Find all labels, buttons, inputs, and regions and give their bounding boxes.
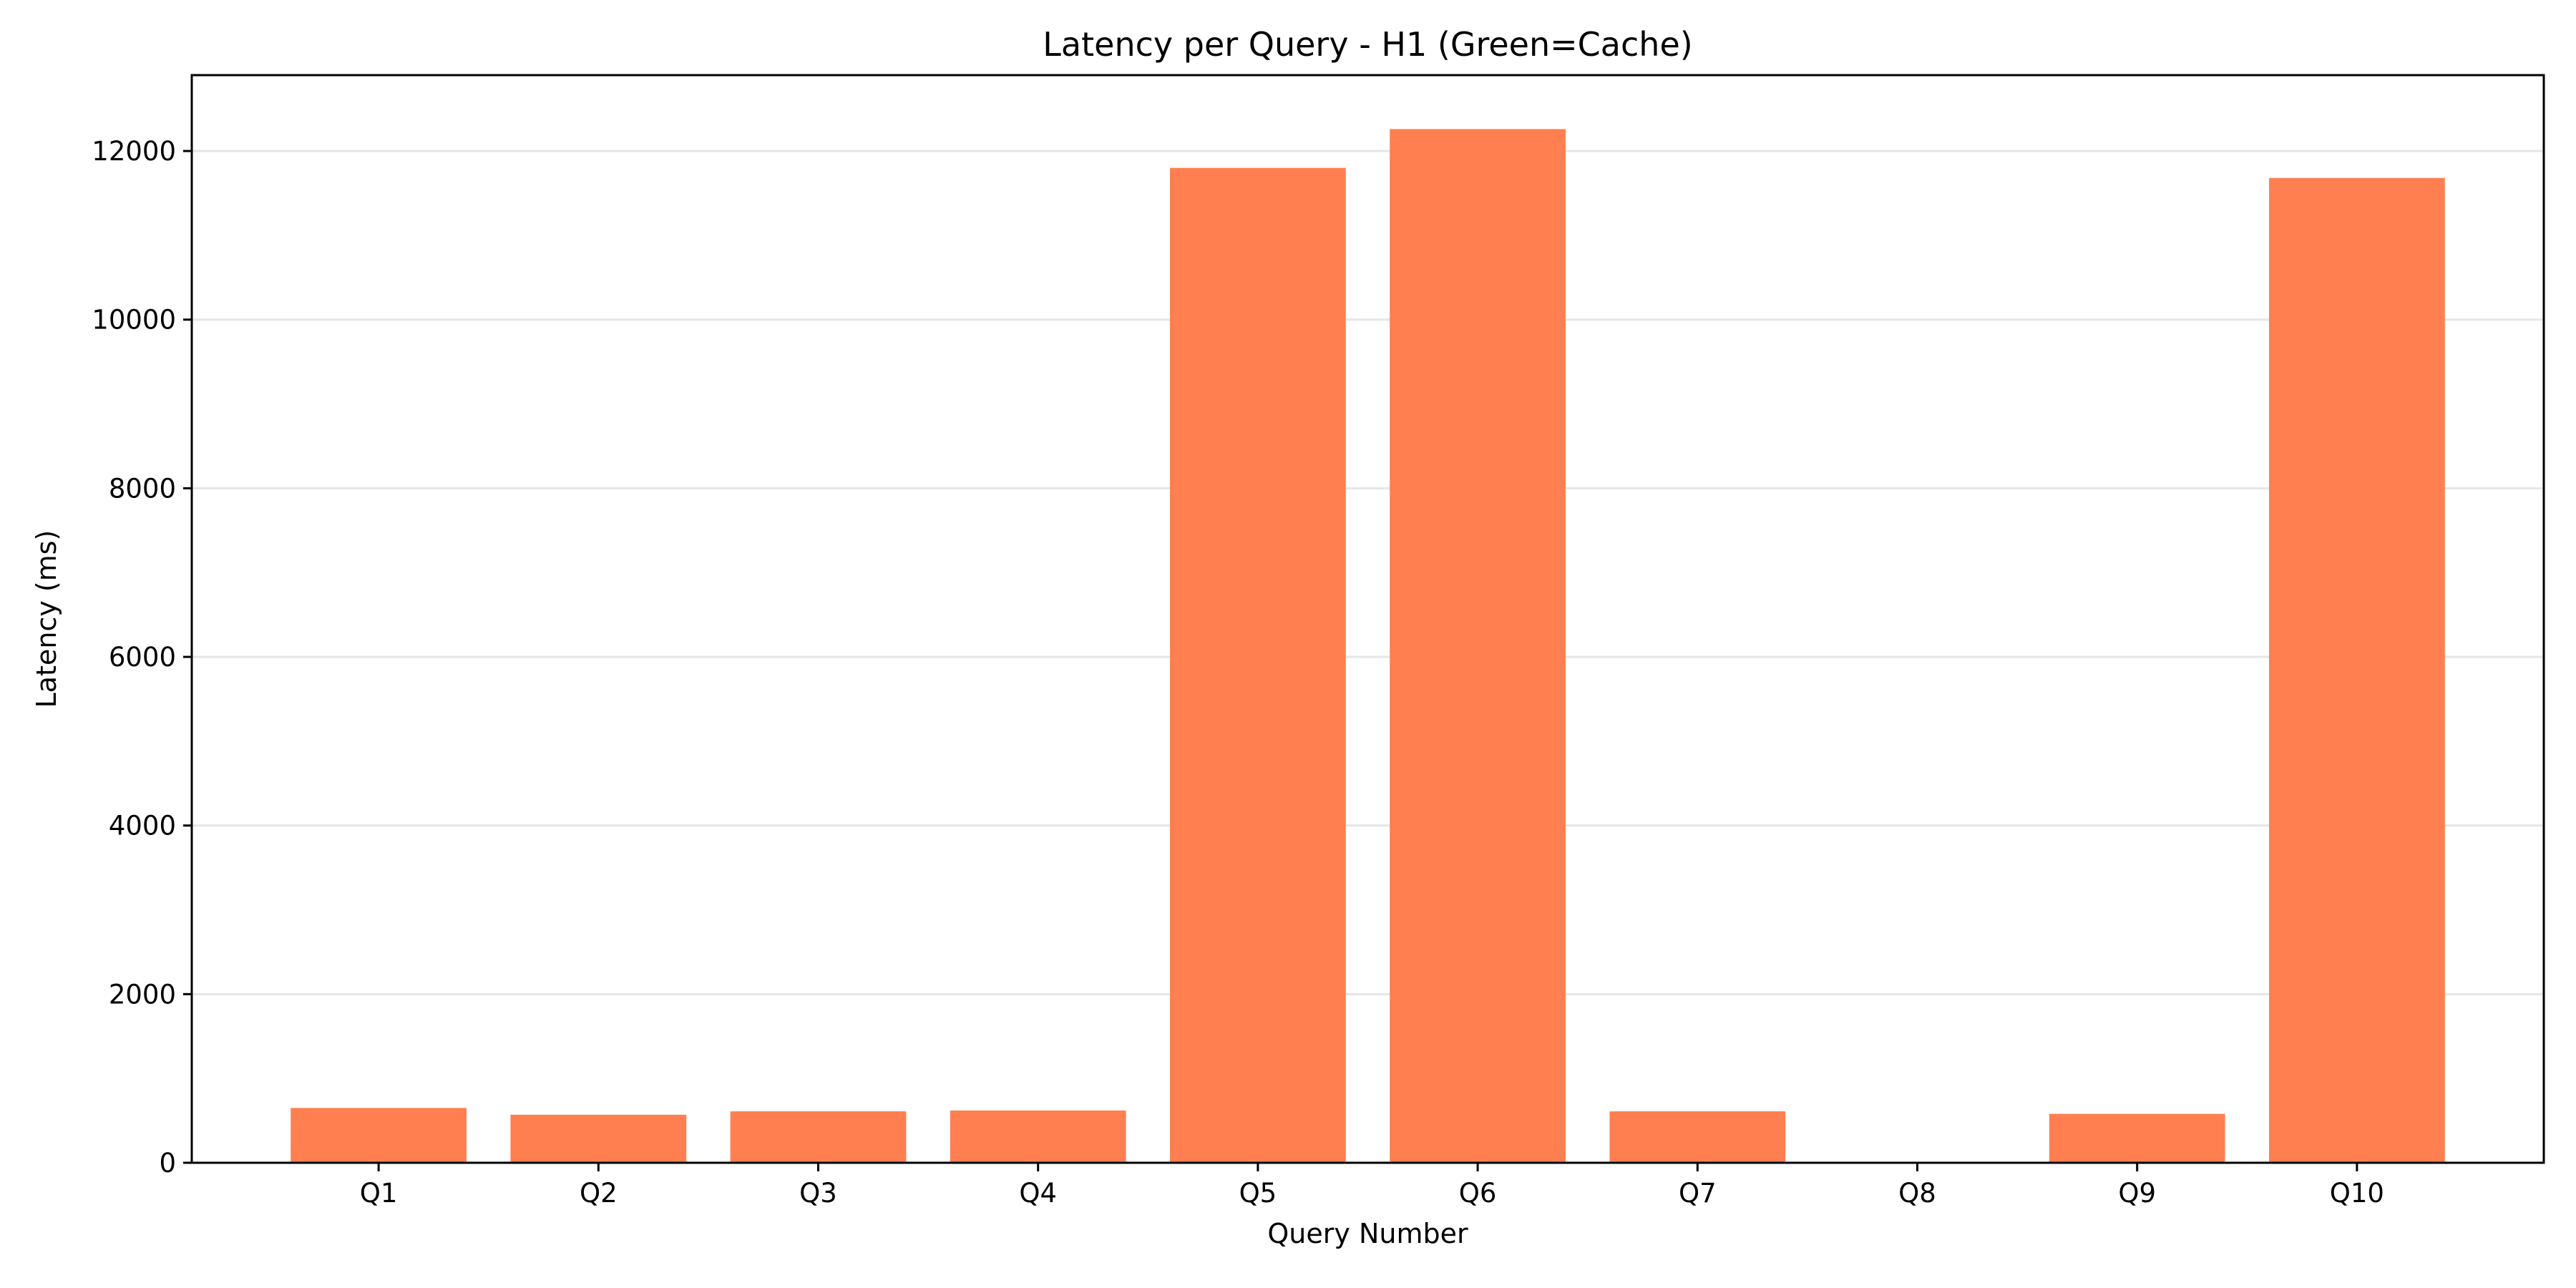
y-tick-label: 10000 xyxy=(92,305,176,336)
bar-q6 xyxy=(1390,129,1566,1163)
bar-q4 xyxy=(950,1110,1126,1163)
bar-q2 xyxy=(510,1114,687,1163)
gridlines xyxy=(192,150,2544,995)
y-axis: 0 2000 4000 6000 8000 10000 12000 xyxy=(92,136,192,1179)
plot-frame xyxy=(190,74,2545,1164)
x-axis: Q1 Q2 Q3 Q4 Q5 Q6 Q7 Q8 Q9 Q10 xyxy=(360,1163,2384,1209)
y-axis-label: Latency (ms) xyxy=(31,530,62,708)
y-tick-label: 4000 xyxy=(109,811,176,841)
bars xyxy=(291,129,2445,1163)
bar-q3 xyxy=(730,1111,907,1163)
x-tick-label: Q9 xyxy=(2118,1178,2156,1209)
bar-q10 xyxy=(2269,177,2445,1163)
y-tick-label: 12000 xyxy=(92,136,176,167)
y-tick-label: 0 xyxy=(159,1148,176,1179)
bar-q7 xyxy=(1609,1111,1786,1163)
x-tick-label: Q4 xyxy=(1019,1178,1057,1209)
y-tick-label: 6000 xyxy=(109,642,176,673)
bar-q9 xyxy=(2049,1113,2225,1163)
x-tick-label: Q5 xyxy=(1239,1178,1277,1209)
x-tick-label: Q1 xyxy=(360,1178,398,1209)
x-tick-label: Q3 xyxy=(799,1178,837,1209)
bar-q1 xyxy=(291,1108,467,1163)
x-tick-label: Q8 xyxy=(1898,1178,1936,1209)
x-tick-label: Q7 xyxy=(1679,1178,1717,1209)
x-axis-label: Query Number xyxy=(1267,1218,1468,1249)
chart-title: Latency per Query - H1 (Green=Cache) xyxy=(1043,25,1692,64)
x-tick-label: Q6 xyxy=(1459,1178,1497,1209)
x-tick-label: Q2 xyxy=(580,1178,618,1209)
y-tick-label: 2000 xyxy=(109,979,176,1010)
x-tick-label: Q10 xyxy=(2330,1178,2384,1209)
bar-q5 xyxy=(1170,167,1346,1163)
y-tick-label: 8000 xyxy=(109,473,176,504)
